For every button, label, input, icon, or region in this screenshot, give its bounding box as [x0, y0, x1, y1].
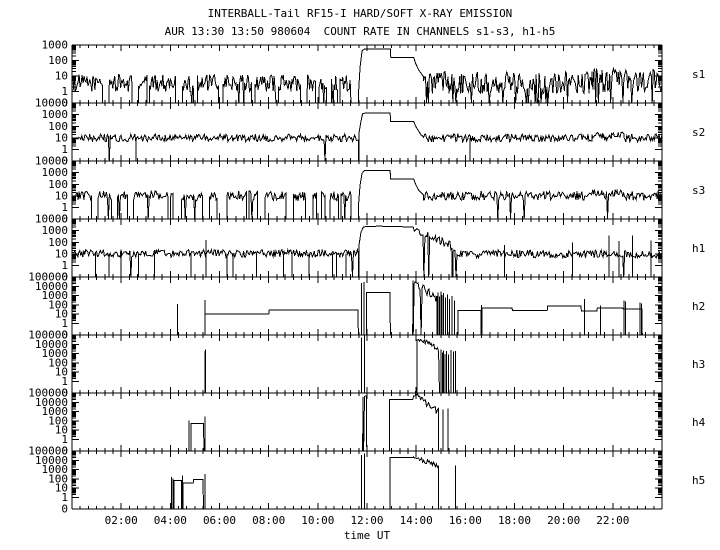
y-tick-label: 1000: [42, 224, 69, 237]
y-tick-label: 10: [55, 131, 68, 144]
y-tick-label: 10000: [35, 338, 68, 351]
y-tick-label: 10: [55, 424, 68, 437]
y-tick-label: 10: [55, 482, 68, 495]
y-tick-label: 1: [61, 491, 68, 504]
panel-label-s3: s3: [692, 184, 705, 197]
y-tick-label: 1: [61, 259, 68, 272]
y-tick-label: 100000: [28, 445, 68, 458]
x-tick-label: 12:00: [350, 514, 383, 527]
panel-label-h5: h5: [692, 474, 705, 487]
y-tick-label: 0: [61, 329, 68, 342]
y-tick-label: 10000: [35, 213, 68, 226]
y-tick-label: 0: [61, 503, 68, 516]
y-tick-label: 1: [61, 317, 68, 330]
y-tick-label: 0: [61, 213, 68, 226]
y-tick-label: 1000: [42, 463, 69, 476]
y-tick-label: 10000: [35, 97, 68, 110]
y-tick-label: 100: [48, 120, 68, 133]
trace-s1: [72, 48, 663, 104]
x-tick-label: 10:00: [301, 514, 334, 527]
plot-frame: [71, 44, 663, 510]
y-ticks-s1: [72, 44, 662, 92]
traces: [72, 48, 663, 510]
chart-title: INTERBALL-Tail RF15-I HARD/SOFT X-RAY EM…: [207, 7, 513, 20]
panel-label-h4: h4: [692, 416, 706, 429]
x-tick-label: 20:00: [547, 514, 580, 527]
y-tick-label: 100: [48, 178, 68, 191]
y-tick-label: 100: [48, 298, 68, 311]
chart-subtitle: AUR 13:30 13:50 980604 COUNT RATE IN CHA…: [164, 25, 556, 38]
y-tick-label: 10: [55, 189, 68, 202]
y-tick-label: 100: [48, 472, 68, 485]
y-tick-label: 10000: [35, 454, 68, 467]
y-tick-label: 0: [61, 445, 68, 458]
y-tick-label: 1000: [42, 405, 69, 418]
y-tick-label: 0: [61, 271, 68, 284]
y-tick-label: 0: [61, 97, 68, 110]
y-tick-label: 100000: [28, 387, 68, 400]
y-tick-label: 100: [48, 356, 68, 369]
panel-label-h1: h1: [692, 242, 705, 255]
x-axis-label: time UT: [343, 529, 391, 542]
y-tick-label: 10: [55, 70, 68, 83]
y-tick-label: 1: [61, 143, 68, 156]
y-tick-label: 10: [55, 247, 68, 260]
x-tick-label: 04:00: [154, 514, 187, 527]
y-tick-label: 1000: [42, 347, 69, 360]
y-tick-label: 1000: [42, 108, 69, 121]
y-tick-label: 100000: [28, 329, 68, 342]
y-ticks-h3: [72, 334, 662, 382]
y-tick-label: 1: [61, 201, 68, 214]
y-ticks-h5: [72, 450, 662, 498]
y-tick-label: 1: [61, 375, 68, 388]
panel-label-s1: s1: [692, 68, 705, 81]
y-tick-label: 1: [61, 433, 68, 446]
y-tick-label: 100: [48, 54, 68, 67]
y-tick-label: 1000: [42, 39, 69, 52]
x-tick-label: 22:00: [596, 514, 629, 527]
y-ticks-s3: [72, 160, 662, 208]
y-tick-label: 1: [61, 85, 68, 98]
panel-label-h3: h3: [692, 358, 705, 371]
trace-h2: [72, 280, 662, 336]
trace-h3: [72, 335, 662, 394]
trace-s3: [72, 170, 663, 220]
panel-label-h2: h2: [692, 300, 705, 313]
y-tick-label: 1000: [42, 166, 69, 179]
panel-label-s2: s2: [692, 126, 705, 139]
axes: [71, 44, 663, 510]
y-tick-label: 100: [48, 236, 68, 249]
axis-labels: 10001001010s11000010001001010s2100001000…: [28, 39, 705, 528]
trace-h4: [72, 391, 662, 452]
x-tick-label: 06:00: [203, 514, 236, 527]
y-tick-label: 1000: [42, 289, 69, 302]
y-tick-label: 10000: [35, 280, 68, 293]
x-tick-label: 16:00: [449, 514, 482, 527]
y-tick-label: 0: [61, 387, 68, 400]
y-tick-label: 10000: [35, 155, 68, 168]
y-tick-label: 0: [61, 155, 68, 168]
trace-s2: [72, 112, 663, 162]
x-tick-label: 18:00: [498, 514, 531, 527]
x-tick-label: 08:00: [252, 514, 285, 527]
y-tick-label: 10: [55, 366, 68, 379]
y-tick-label: 100000: [28, 271, 68, 284]
trace-h5: [72, 453, 662, 510]
x-tick-label: 02:00: [105, 514, 138, 527]
y-tick-label: 10: [55, 308, 68, 321]
y-tick-label: 100: [48, 414, 68, 427]
x-tick-label: 14:00: [400, 514, 433, 527]
y-tick-label: 10000: [35, 396, 68, 409]
trace-h1: [72, 225, 663, 278]
y-ticks-s2: [72, 102, 662, 150]
